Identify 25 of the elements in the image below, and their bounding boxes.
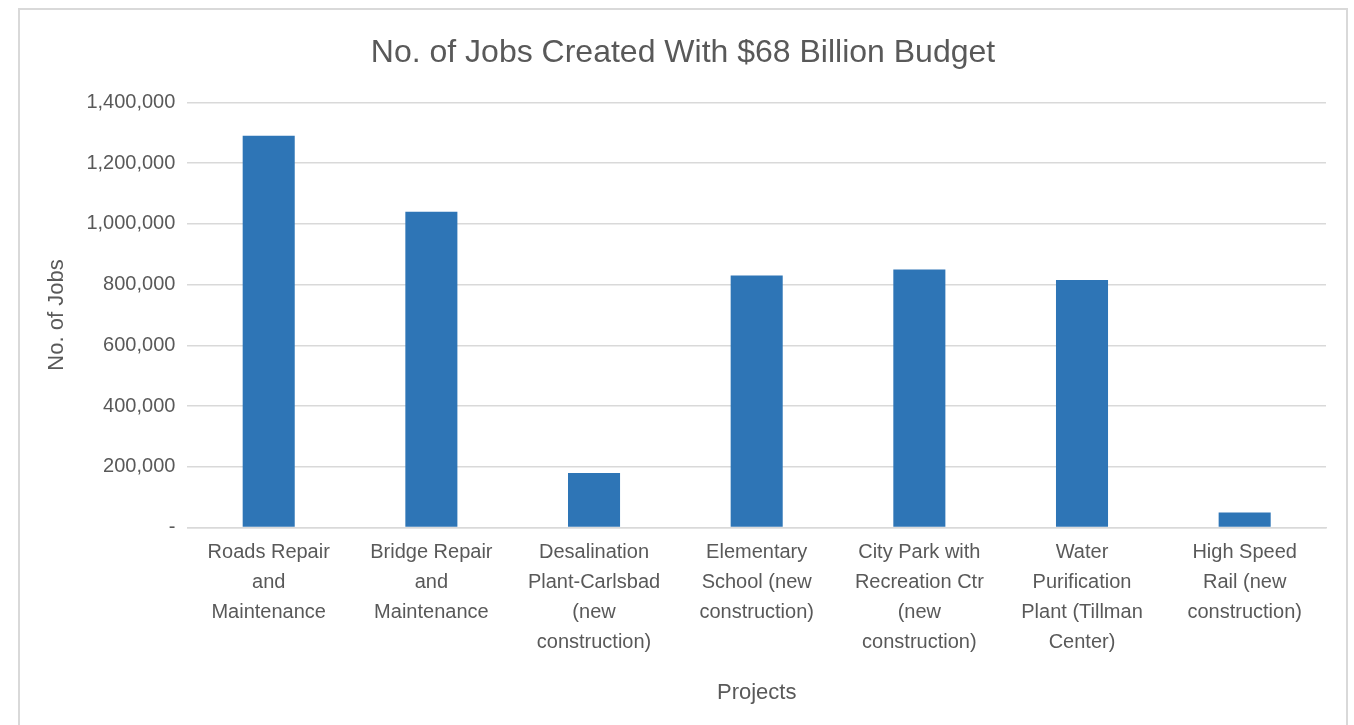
y-tick-label: 200,000 <box>103 454 176 477</box>
bar <box>893 269 946 527</box>
bar <box>405 211 458 527</box>
y-tick-label: - <box>168 515 176 538</box>
x-tick-label: High Speed Rail (new construction) <box>1187 540 1302 623</box>
x-tick-label: Bridge Repair and Maintenance <box>370 540 493 623</box>
bar <box>242 135 295 527</box>
x-tick-label: Water Purification Plant (Tillman Center) <box>1021 540 1143 653</box>
x-tick-label: Desalination Plant-Carlsbad (new construction) <box>527 540 661 653</box>
bar <box>730 275 783 527</box>
y-tick-label: 600,000 <box>103 332 176 355</box>
bar <box>1218 512 1271 527</box>
y-tick-label: 400,000 <box>103 393 176 416</box>
y-tick-label: 1,000,000 <box>86 211 176 234</box>
bar <box>1055 280 1109 527</box>
chart-title: No. of Jobs Created With $68 Billion Budget <box>370 33 996 70</box>
y-tick-label: 1,400,000 <box>86 89 176 112</box>
x-tick-label: Roads Repair and Maintenance <box>207 540 331 623</box>
y-tick-label: 1,200,000 <box>86 150 176 173</box>
y-axis-title: No. of Jobs <box>43 259 69 371</box>
x-tick-label: Elementary School (new construction) <box>699 540 814 623</box>
x-axis-title: Projects <box>716 678 797 704</box>
bar <box>568 472 621 527</box>
y-tick-label: 800,000 <box>103 272 176 295</box>
x-tick-label: City Park with Recreation Ctr (new construction) <box>854 540 985 653</box>
